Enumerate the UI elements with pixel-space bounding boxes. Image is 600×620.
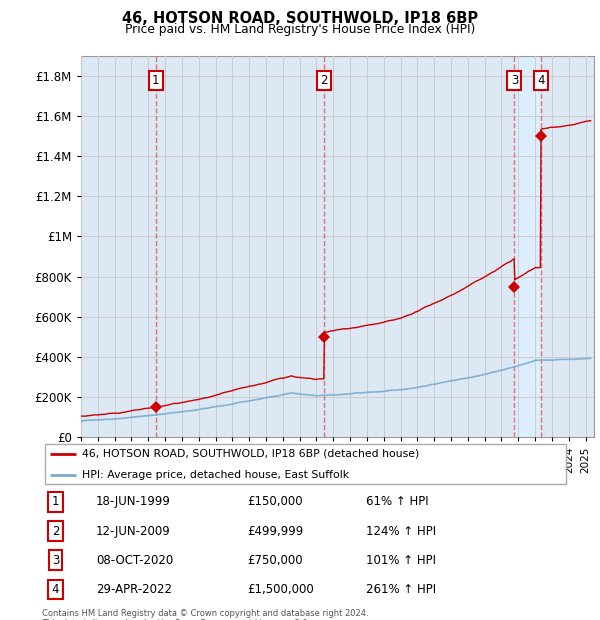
- Text: 18-JUN-1999: 18-JUN-1999: [96, 495, 171, 508]
- Text: 12-JUN-2009: 12-JUN-2009: [96, 525, 171, 538]
- FancyBboxPatch shape: [44, 445, 566, 484]
- Text: 1: 1: [52, 495, 59, 508]
- Text: 124% ↑ HPI: 124% ↑ HPI: [366, 525, 436, 538]
- Text: 08-OCT-2020: 08-OCT-2020: [96, 554, 173, 567]
- Text: £499,999: £499,999: [247, 525, 304, 538]
- Text: £750,000: £750,000: [247, 554, 303, 567]
- Text: 2: 2: [52, 525, 59, 538]
- Text: HPI: Average price, detached house, East Suffolk: HPI: Average price, detached house, East…: [82, 470, 349, 480]
- Bar: [514, 56, 541, 437]
- Text: Contains HM Land Registry data © Crown copyright and database right 2024.
This d: Contains HM Land Registry data © Crown c…: [42, 609, 368, 620]
- Text: 1: 1: [152, 74, 160, 87]
- Text: 4: 4: [52, 583, 59, 596]
- Text: 4: 4: [537, 74, 544, 87]
- Text: £1,500,000: £1,500,000: [247, 583, 314, 596]
- Text: 261% ↑ HPI: 261% ↑ HPI: [366, 583, 436, 596]
- Text: 2: 2: [320, 74, 328, 87]
- Text: 3: 3: [511, 74, 518, 87]
- Text: 3: 3: [52, 554, 59, 567]
- Text: 46, HOTSON ROAD, SOUTHWOLD, IP18 6BP: 46, HOTSON ROAD, SOUTHWOLD, IP18 6BP: [122, 11, 478, 26]
- Text: 101% ↑ HPI: 101% ↑ HPI: [366, 554, 436, 567]
- Text: 29-APR-2022: 29-APR-2022: [96, 583, 172, 596]
- Text: £150,000: £150,000: [247, 495, 303, 508]
- Text: 46, HOTSON ROAD, SOUTHWOLD, IP18 6BP (detached house): 46, HOTSON ROAD, SOUTHWOLD, IP18 6BP (de…: [82, 449, 419, 459]
- Text: Price paid vs. HM Land Registry's House Price Index (HPI): Price paid vs. HM Land Registry's House …: [125, 23, 475, 36]
- Text: 61% ↑ HPI: 61% ↑ HPI: [366, 495, 428, 508]
